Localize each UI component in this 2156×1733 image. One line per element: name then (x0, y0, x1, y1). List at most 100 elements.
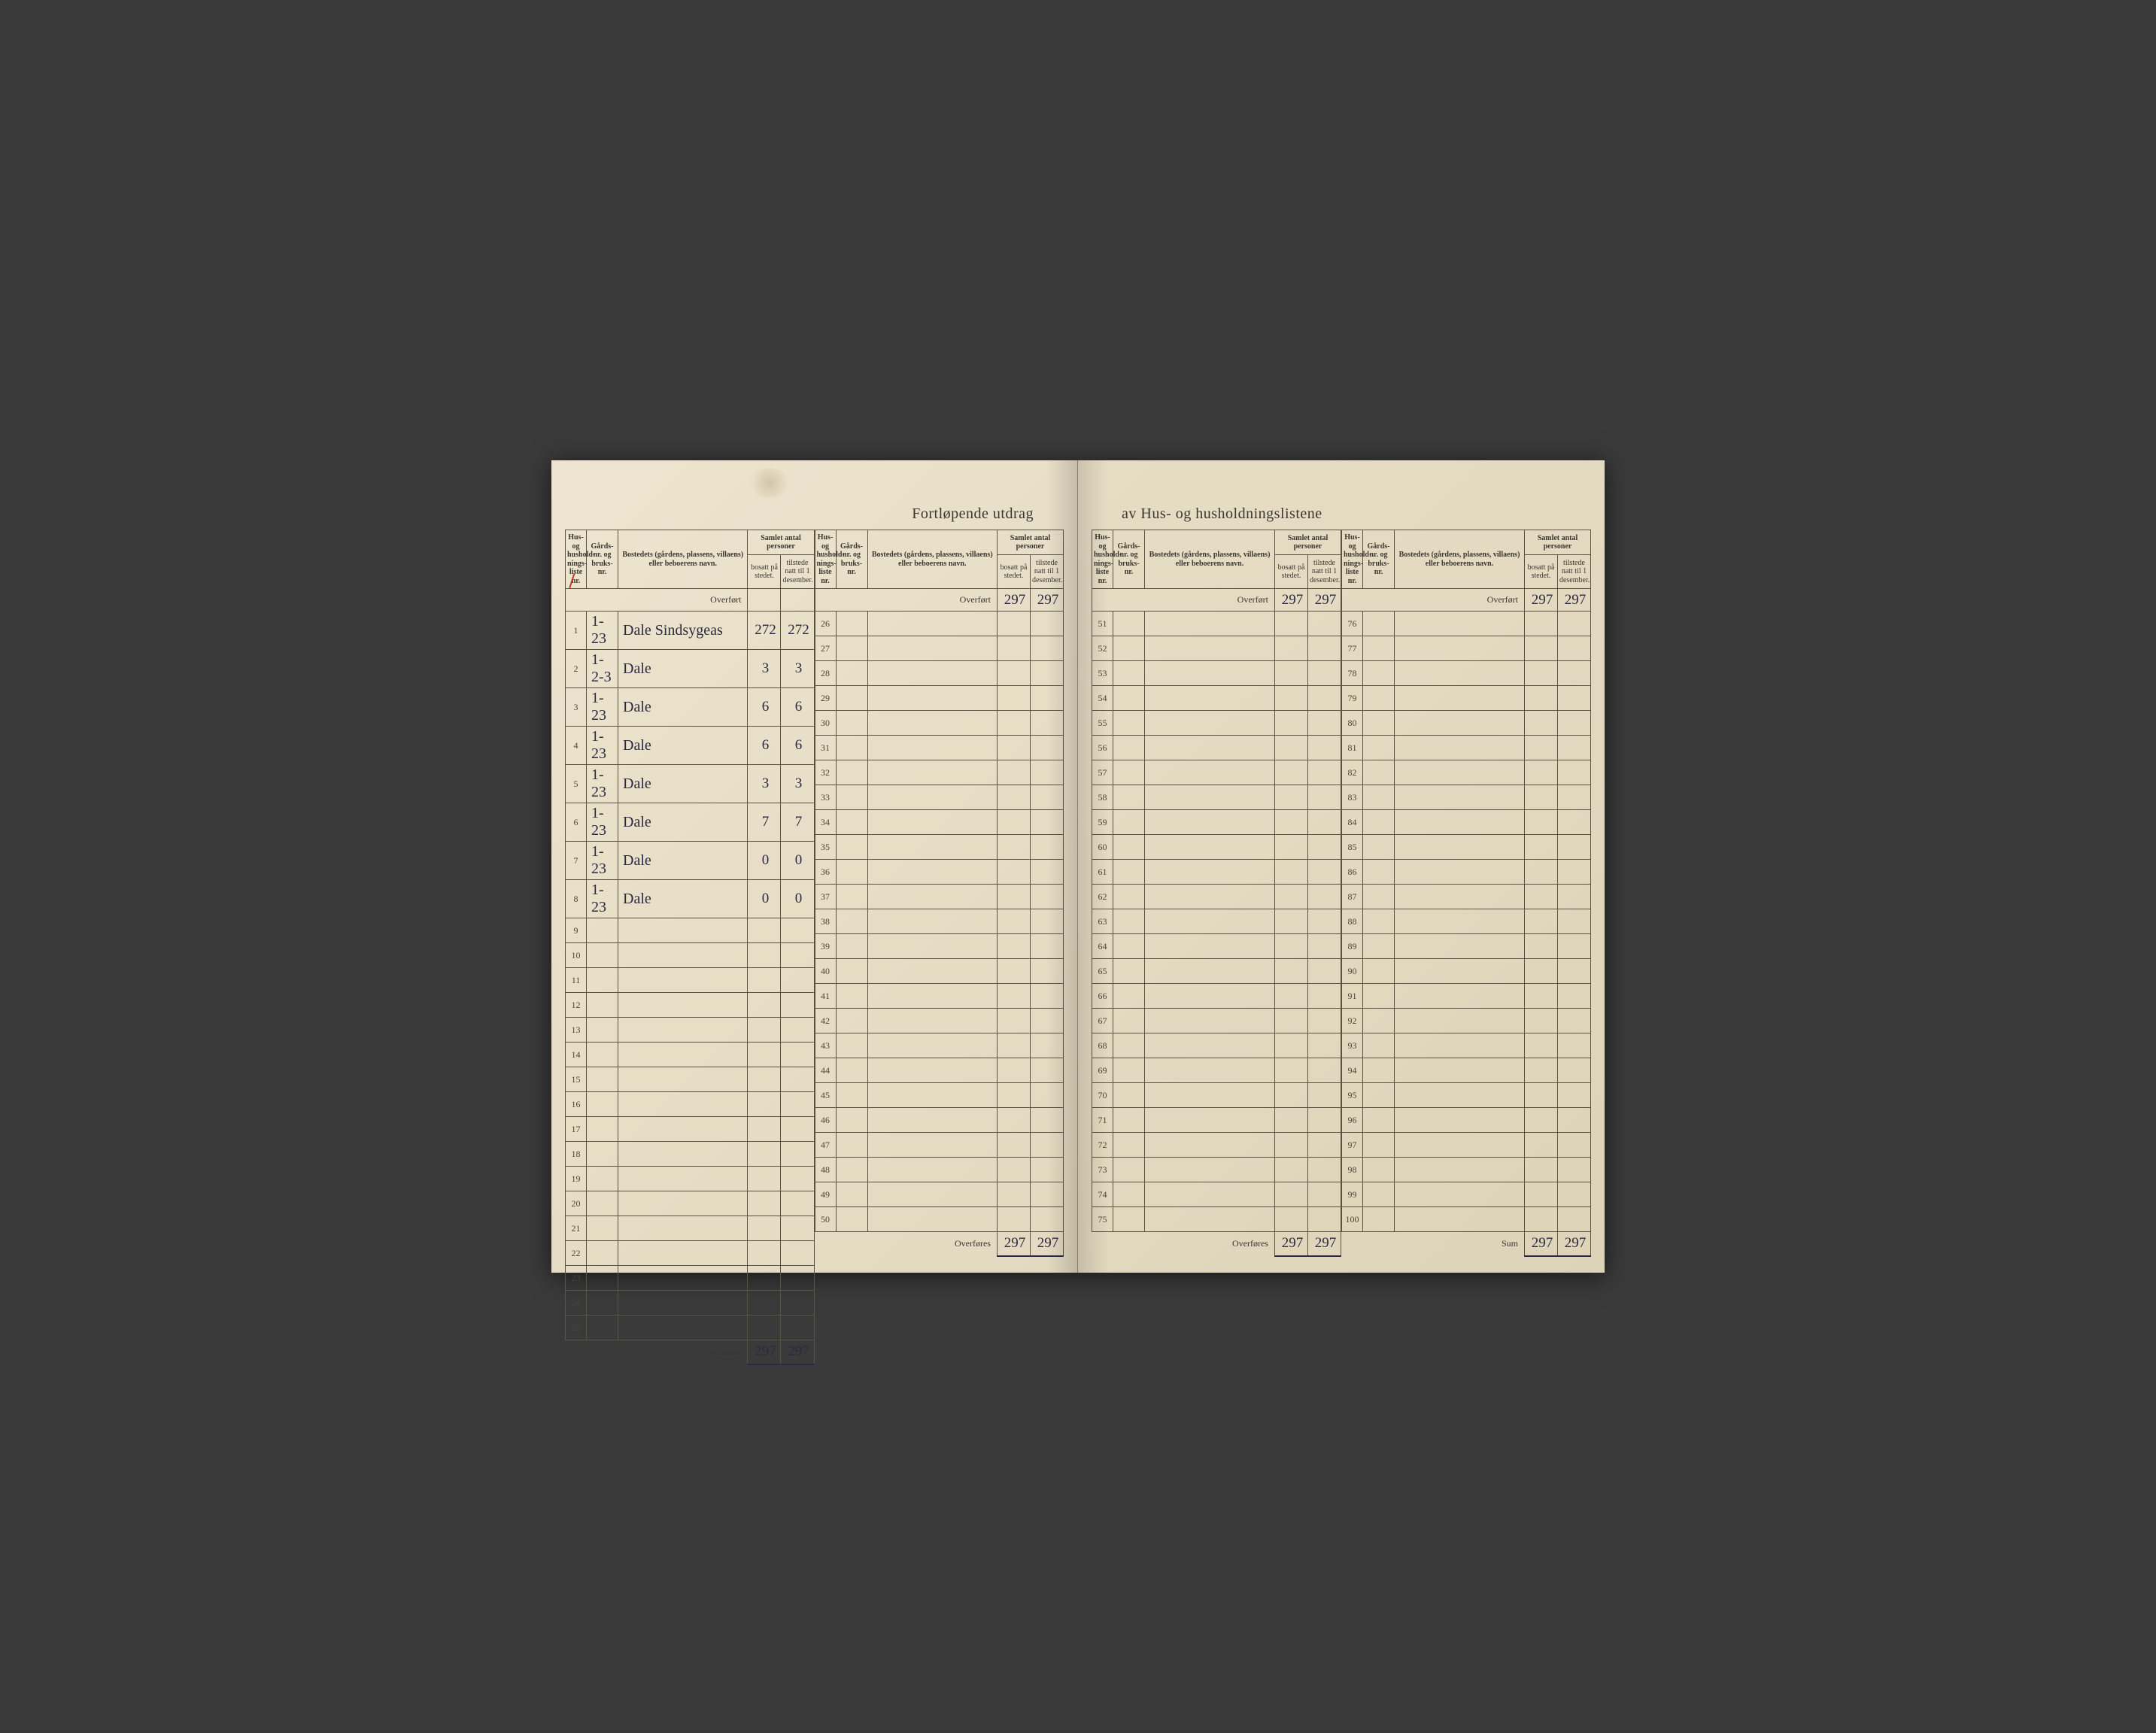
ledger-row: 12 (566, 993, 815, 1018)
cell-bosted (1395, 984, 1525, 1009)
cell-bosatt (1274, 636, 1307, 661)
cell-tilstede (1307, 760, 1341, 785)
cell-gard (836, 785, 867, 810)
ledger-row: 76 (1342, 612, 1591, 636)
cell-bosted (1145, 1058, 1275, 1083)
cell-bosatt (748, 1241, 781, 1266)
cell-tilstede (1030, 934, 1063, 959)
row-number: 1 (566, 612, 587, 650)
cell-bosatt: 6 (748, 727, 781, 765)
cell-gard (1363, 810, 1395, 835)
row-number: 90 (1342, 959, 1363, 984)
cell-gard (587, 1018, 618, 1043)
cell-tilstede (1557, 934, 1590, 959)
cell-bosatt (1524, 760, 1557, 785)
ledger-row: 53 (1092, 661, 1341, 686)
cell-bosted (867, 885, 997, 909)
cell-gard (1363, 1058, 1395, 1083)
cell-bosatt (1524, 885, 1557, 909)
cell-bosatt (1274, 1207, 1307, 1232)
row-number: 46 (815, 1108, 836, 1133)
carry-top-tilstede: 297 (1557, 589, 1590, 612)
cell-bosted (618, 1266, 748, 1291)
cell-bosatt (1274, 1133, 1307, 1158)
cell-bosatt (748, 1043, 781, 1067)
ledger-row: 34 (815, 810, 1064, 835)
cell-bosted (1145, 1207, 1275, 1232)
cell-bosatt (997, 1033, 1030, 1058)
ledger-row: 11 (566, 968, 815, 993)
cell-bosted (867, 711, 997, 736)
cell-bosatt (997, 934, 1030, 959)
row-number: 18 (566, 1142, 587, 1167)
page-right: av Hus- og husholdningslistene Hus- og h… (1078, 460, 1605, 1273)
cell-gard (836, 636, 867, 661)
ledger-row: 72 (1092, 1133, 1341, 1158)
cell-bosted (1395, 636, 1525, 661)
cell-bosted (618, 1167, 748, 1191)
cell-bosted (1395, 1182, 1525, 1207)
cell-bosatt (1274, 1033, 1307, 1058)
cell-gard (1363, 686, 1395, 711)
cell-bosatt (1524, 984, 1557, 1009)
ledger-row: 83 (1342, 785, 1591, 810)
ledger-row: 21 (566, 1216, 815, 1241)
cell-gard (587, 1266, 618, 1291)
cell-bosatt: 3 (748, 650, 781, 688)
row-number: 22 (566, 1241, 587, 1266)
carry-top-bosatt (748, 589, 781, 612)
cell-tilstede (1557, 860, 1590, 885)
cell-bosatt (1274, 810, 1307, 835)
row-number: 20 (566, 1191, 587, 1216)
row-number: 66 (1092, 984, 1113, 1009)
cell-tilstede: 3 (781, 650, 814, 688)
cell-bosatt: 3 (748, 765, 781, 803)
table-head: Hus- og hushold-nings-liste nr. Gårds-nr… (815, 530, 1064, 589)
cell-gard (1363, 984, 1395, 1009)
cell-gard (1113, 1083, 1145, 1108)
cell-gard (1363, 885, 1395, 909)
cell-gard (587, 1291, 618, 1316)
cell-bosted: Dale (618, 727, 748, 765)
cell-tilstede (781, 1117, 814, 1142)
cell-gard (1363, 1009, 1395, 1033)
table-body: Overført 297 297 51 52 53 54 (1092, 589, 1341, 1232)
section-2: Hus- og hushold-nings-liste nr. Gårds-nr… (815, 530, 1064, 1365)
cell-bosatt (1524, 1009, 1557, 1033)
row-number: 81 (1342, 736, 1363, 760)
ledger-row: 30 (815, 711, 1064, 736)
cell-bosted (1395, 736, 1525, 760)
cell-gard (1363, 612, 1395, 636)
ledger-row: 28 (815, 661, 1064, 686)
cell-bosatt (1524, 1158, 1557, 1182)
carry-bottom-tilstede: 297 (1030, 1232, 1063, 1256)
cell-bosted (867, 860, 997, 885)
carry-top-label: Overført (1092, 589, 1275, 612)
row-number: 6 (566, 803, 587, 842)
cell-tilstede (1557, 1207, 1590, 1232)
hdr-samlet: Samlet antal personer (997, 530, 1063, 555)
row-number: 67 (1092, 1009, 1113, 1033)
cell-tilstede (781, 1216, 814, 1241)
cell-bosted (1395, 860, 1525, 885)
ledger-row: 42 (815, 1009, 1064, 1033)
row-number: 48 (815, 1158, 836, 1182)
carry-top-row: Overført 297 297 (815, 589, 1064, 612)
ledger-row: 69 (1092, 1058, 1341, 1083)
cell-gard (836, 860, 867, 885)
ledger-row: 8 1-23 Dale 0 0 (566, 880, 815, 918)
cell-tilstede (1307, 1108, 1341, 1133)
cell-bosted (1145, 934, 1275, 959)
cell-gard: 1-23 (587, 880, 618, 918)
cell-bosted (867, 686, 997, 711)
cell-bosted: Dale (618, 765, 748, 803)
cell-gard: 1-23 (587, 727, 618, 765)
cell-gard (836, 909, 867, 934)
row-number: 63 (1092, 909, 1113, 934)
carry-bottom-bosatt: 297 (748, 1340, 781, 1364)
hdr-liste: Hus- og hushold-nings-liste nr. (815, 530, 836, 589)
ledger-row: 93 (1342, 1033, 1591, 1058)
cell-bosatt (748, 918, 781, 943)
cell-tilstede (1307, 1133, 1341, 1158)
ledger-row: 100 (1342, 1207, 1591, 1232)
